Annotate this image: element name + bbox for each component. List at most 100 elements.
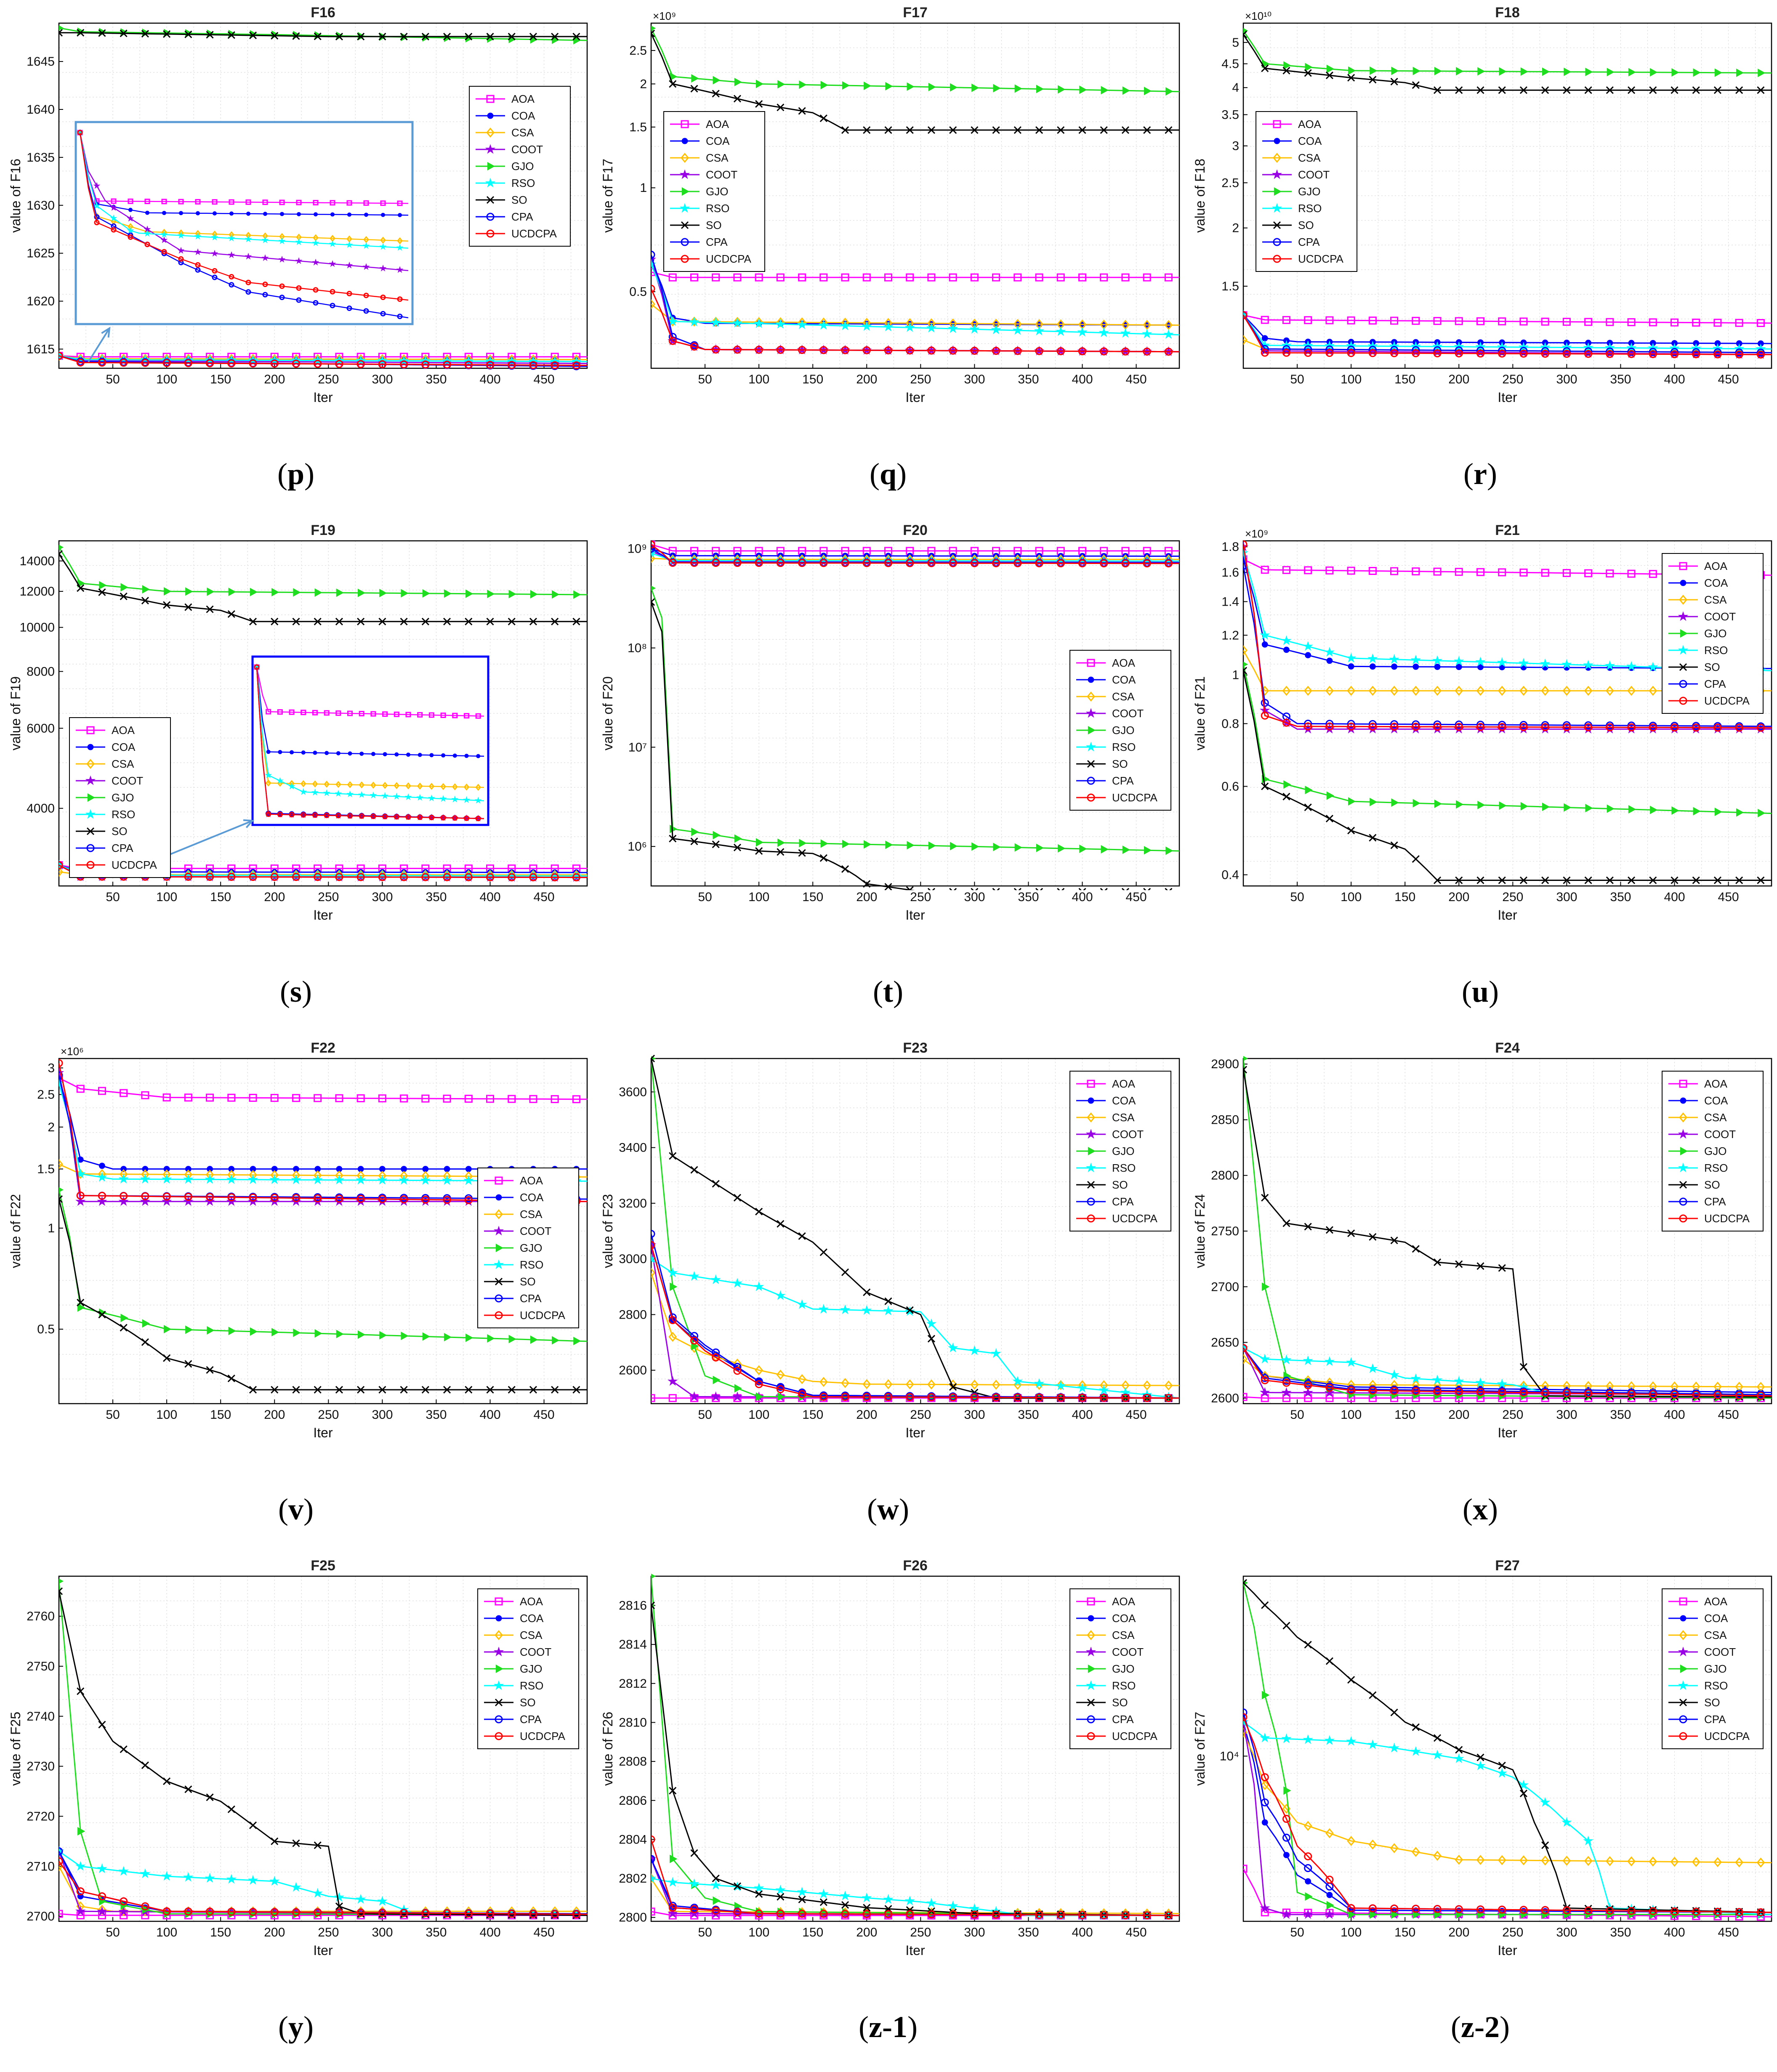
data-marker-so [1304, 1641, 1312, 1649]
data-marker-so [120, 1324, 128, 1332]
x-tick-label: 300 [372, 890, 393, 904]
data-marker-so [1412, 81, 1420, 89]
data-marker-cpa [651, 545, 655, 553]
data-marker-gjo [1391, 1910, 1399, 1919]
legend-marker [1678, 1162, 1689, 1173]
x-tick-label: 200 [264, 890, 285, 904]
inset-marker-ucdcpa [380, 294, 386, 300]
legend-marker [495, 1176, 503, 1185]
data-marker-aoa [572, 1095, 580, 1104]
data-marker-ucdcpa [1606, 723, 1614, 731]
data-marker-csa [1562, 1856, 1571, 1866]
data-marker-rso [1562, 342, 1572, 352]
data-marker-aoa [1412, 567, 1420, 576]
inset-marker-aoa [178, 199, 184, 205]
data-marker-csa [668, 1332, 677, 1342]
legend-marker [681, 187, 690, 196]
data-marker-ucdcpa [1519, 1906, 1528, 1914]
data-marker-so [465, 1386, 473, 1394]
data-marker-ucdcpa [1143, 559, 1151, 568]
data-marker-ucdcpa [1584, 350, 1593, 358]
data-marker-rso [226, 1874, 237, 1884]
data-marker-so [884, 1297, 892, 1305]
data-marker-so [400, 32, 408, 40]
data-marker-rso [140, 1173, 151, 1184]
data-marker-ucdcpa [120, 1897, 128, 1905]
x-tick-label: 200 [856, 890, 877, 904]
data-marker-rso [1367, 653, 1378, 663]
y-tick-label: 3.5 [1221, 108, 1239, 122]
x-tick-label: 100 [1341, 1926, 1362, 1939]
data-marker-rso [1562, 1817, 1572, 1827]
y-tick-label: 4.5 [1221, 57, 1239, 71]
data-marker-rso [1583, 1835, 1593, 1846]
inset-marker-ucdcpa [178, 256, 184, 262]
inset-marker-ucdcpa [111, 227, 117, 233]
data-marker-so [1369, 1233, 1377, 1241]
x-tick-label: 50 [698, 1408, 712, 1422]
data-marker-rso [463, 1175, 474, 1185]
data-marker-ucdcpa [992, 347, 1000, 355]
data-marker-so [227, 610, 235, 618]
data-marker-ucdcpa [1692, 1907, 1700, 1916]
legend-marker [1088, 726, 1096, 735]
data-marker-so [1433, 1258, 1442, 1266]
data-marker-rso [818, 320, 829, 330]
data-marker-so [77, 29, 85, 37]
data-marker-rso [1260, 630, 1270, 640]
data-marker-coa [1455, 664, 1462, 670]
legend-marker [1273, 221, 1281, 229]
data-marker-coa [1305, 1878, 1311, 1885]
data-marker-gjo [163, 587, 172, 596]
data-marker-aoa [162, 1093, 171, 1102]
x-axis-label: Iter [905, 1943, 925, 1958]
inset-marker-rso [451, 795, 459, 803]
data-marker-gjo [1650, 68, 1658, 77]
legend-marker [1679, 562, 1687, 570]
legend-label: CSA [520, 1208, 543, 1221]
inset-marker-ucdcpa [289, 812, 295, 818]
data-marker-so [443, 1386, 451, 1394]
inset-marker-coot [329, 260, 336, 267]
legend-marker [1272, 169, 1282, 179]
data-marker-so [335, 32, 343, 40]
data-marker-gjo [651, 585, 656, 591]
data-marker-ucdcpa [798, 1390, 806, 1399]
data-marker-ucdcpa [1606, 1907, 1614, 1915]
data-marker-aoa [1476, 317, 1484, 325]
y-axis-label: value of F24 [1192, 1194, 1208, 1268]
y-tick-label: 10000 [20, 621, 55, 635]
data-marker-ucdcpa [400, 873, 408, 881]
data-marker-so [1519, 876, 1527, 884]
data-marker-ucdcpa [1455, 1905, 1463, 1913]
plot-title: F22 [311, 1040, 335, 1056]
data-marker-ucdcpa [292, 359, 300, 368]
legend-marker [1087, 777, 1095, 785]
data-marker-aoa [1735, 319, 1743, 327]
data-marker-so [1519, 1363, 1527, 1371]
data-marker-so [443, 617, 451, 625]
x-tick-label: 150 [1394, 372, 1415, 386]
data-marker-ucdcpa [1670, 723, 1679, 731]
axes-box [1242, 540, 1772, 887]
data-marker-ucdcpa [1713, 1391, 1722, 1399]
inset-marker-csa [382, 782, 388, 789]
legend-label: CPA [520, 1713, 542, 1726]
data-marker-ucdcpa [292, 1194, 300, 1202]
data-marker-gjo [1326, 1901, 1335, 1910]
data-marker-ucdcpa [1735, 723, 1743, 732]
data-marker-ucdcpa [927, 1910, 936, 1918]
data-marker-ucdcpa [1347, 1386, 1355, 1394]
y-tick-label: 1615 [27, 342, 55, 356]
legend-marker [495, 1243, 504, 1253]
data-marker-rso [775, 319, 786, 329]
data-marker-gjo [59, 1578, 64, 1584]
x-tick-label: 250 [1502, 1926, 1523, 1939]
data-marker-rso [904, 1306, 915, 1316]
data-marker-so [249, 32, 257, 40]
inset-marker-csa [417, 782, 423, 790]
data-marker-ucdcpa [141, 1192, 149, 1200]
data-marker-csa [1261, 1780, 1269, 1790]
data-marker-so [755, 847, 763, 855]
x-tick-label: 50 [698, 1926, 712, 1939]
